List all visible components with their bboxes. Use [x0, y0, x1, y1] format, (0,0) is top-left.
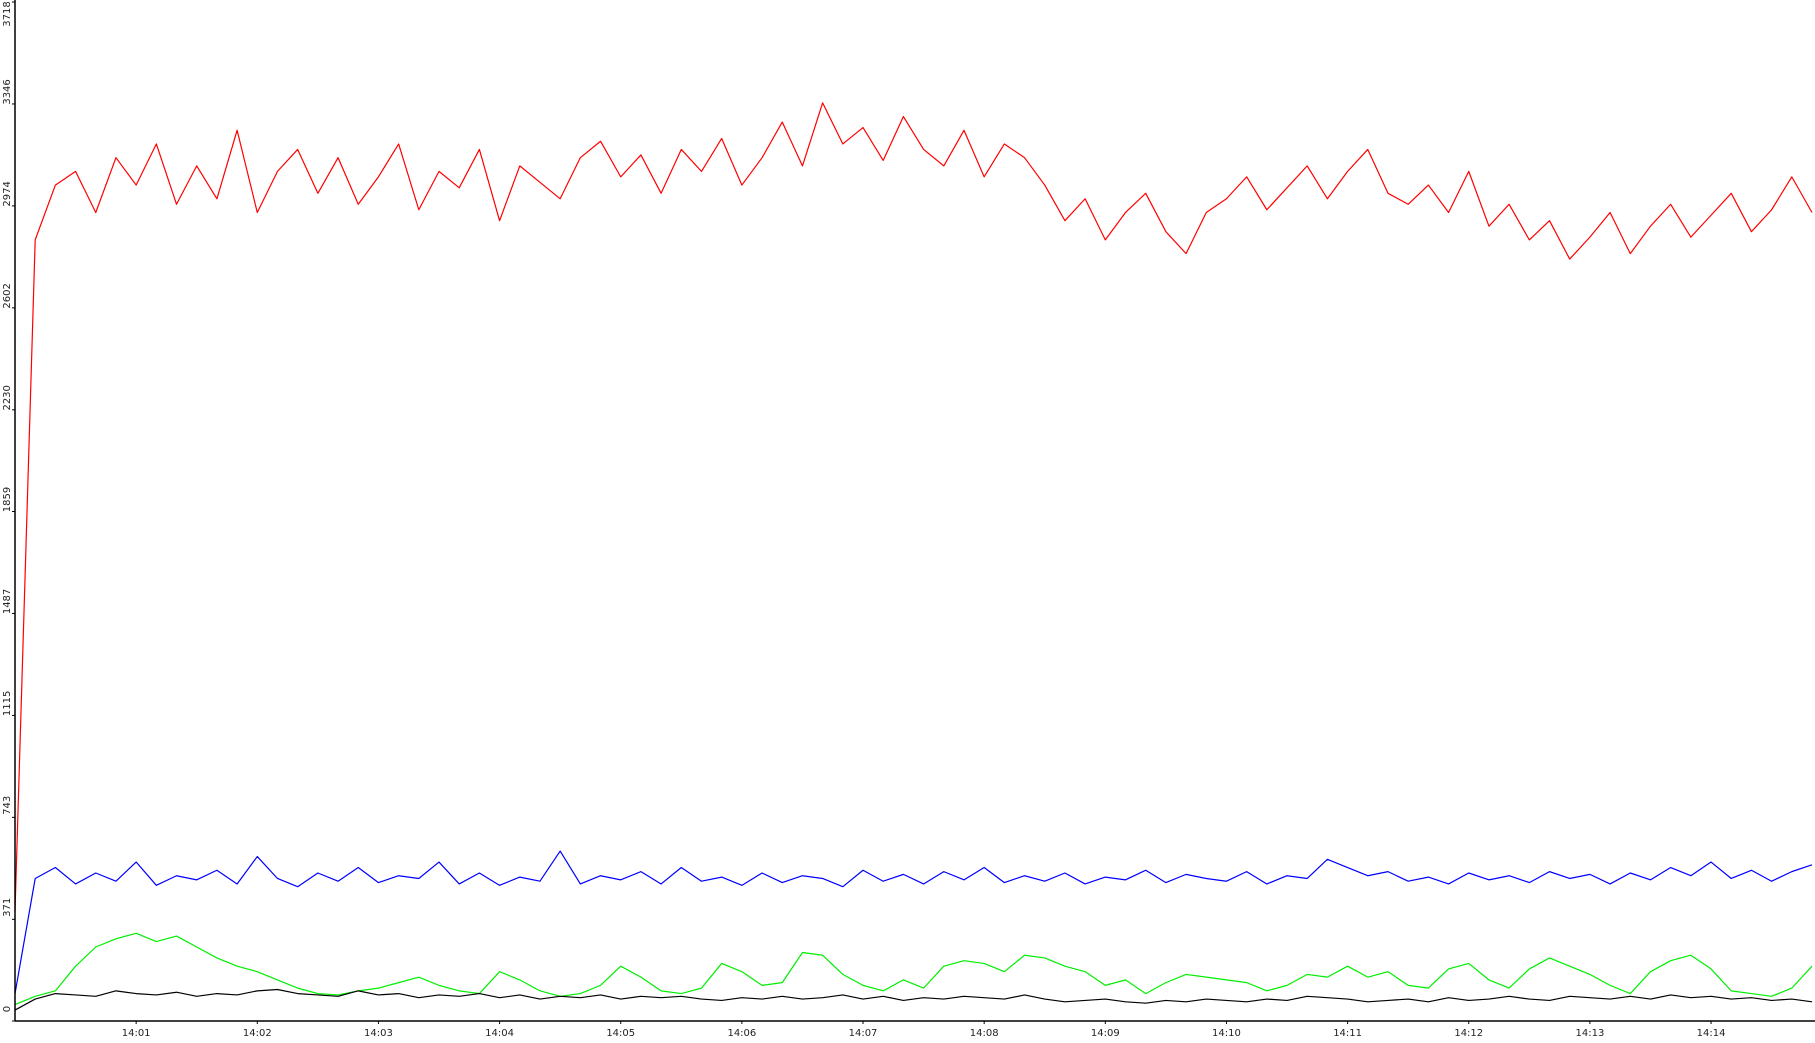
y-tick-label: 3718 [2, 1, 13, 26]
y-tick-label: 1859 [2, 487, 13, 512]
x-tick-label: 14:02 [243, 1028, 272, 1039]
y-tick-label: 743 [2, 796, 13, 815]
y-tick-label: 371 [2, 898, 13, 917]
x-tick-label: 14:14 [1697, 1028, 1726, 1039]
series-line [14, 102, 1813, 912]
x-tick-label: 14:06 [727, 1028, 756, 1039]
y-tick-label: 2602 [2, 283, 13, 308]
x-tick-label: 14:01 [122, 1028, 151, 1039]
x-tick-label: 14:12 [1454, 1028, 1483, 1039]
x-tick-label: 14:04 [485, 1028, 514, 1039]
x-tick-label: 14:11 [1333, 1028, 1362, 1039]
x-tick-label: 14:03 [364, 1028, 393, 1039]
x-tick-label: 14:09 [1091, 1028, 1120, 1039]
y-tick-label: 3346 [2, 79, 13, 104]
series-line [14, 932, 1813, 1006]
y-tick-label: 1487 [2, 589, 13, 614]
y-tick-label: 1115 [2, 691, 13, 716]
x-tick-label: 14:05 [606, 1028, 635, 1039]
x-tick-label: 14:07 [849, 1028, 878, 1039]
y-tick-label: 0 [2, 1006, 13, 1012]
x-tick-label: 14:13 [1575, 1028, 1604, 1039]
y-tick-label: 2230 [2, 385, 13, 410]
series-line [14, 988, 1813, 1011]
series-line [14, 850, 1813, 994]
y-tick-label: 2974 [2, 181, 13, 206]
x-tick-label: 14:10 [1212, 1028, 1241, 1039]
x-tick-label: 14:08 [970, 1028, 999, 1039]
